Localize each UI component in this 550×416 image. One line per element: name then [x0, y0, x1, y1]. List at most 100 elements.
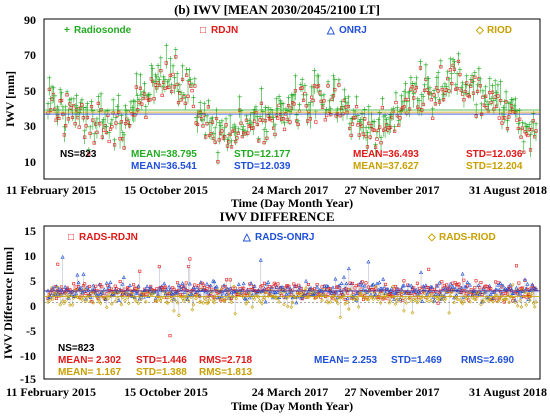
radiosonde-point: +: [287, 107, 293, 115]
rdjn-point: [393, 129, 397, 133]
rdjn-point: [413, 89, 417, 93]
rads-onrj-point: [87, 292, 92, 296]
rads-riod-point: [119, 302, 124, 307]
rdjn-point: [499, 98, 503, 103]
radiosonde-point: +: [423, 61, 429, 69]
rads-onrj-point: [255, 289, 260, 294]
radiosonde-point: +: [188, 76, 194, 84]
bottom-y-axis-label: IWV Difference [mm]: [1, 247, 15, 359]
rdjn-point: [92, 141, 96, 145]
rdjn-point: [85, 115, 90, 120]
rads-onrj-point: [269, 285, 274, 290]
radiosonde-point: +: [178, 89, 184, 97]
rdjn-point: [220, 129, 224, 133]
radiosonde-point: +: [332, 76, 338, 84]
rads-onrj-point: [507, 286, 512, 291]
rdjn-point: [239, 121, 243, 125]
rads-riod-point: [106, 296, 110, 301]
rads-riod-point: [413, 298, 417, 303]
rads-riod-point: [507, 300, 511, 305]
radiosonde-point: +: [507, 99, 513, 107]
rads-riod-point: [229, 300, 234, 305]
radiosonde-point: +: [223, 115, 229, 123]
rads-riod-point: [429, 298, 433, 303]
rads-onrj-point: [365, 289, 370, 294]
radiosonde-point: +: [392, 123, 398, 131]
radiosonde-point: +: [483, 83, 489, 91]
rads-riod-point: [490, 297, 494, 302]
rads-onrj-point: [70, 289, 75, 294]
rads-onrj-point: [465, 280, 470, 285]
bottom-legend: □ RADS-RDJN △ RADS-ONRJ ◇ RADS-RIOD: [68, 232, 496, 243]
rads-riod-point: [124, 290, 129, 295]
radiosonde-point: +: [450, 55, 456, 63]
radiosonde-point: +: [311, 67, 317, 75]
rads-riod-point: [155, 299, 159, 303]
stat-rads-riod-std: STD=1.388: [136, 367, 187, 378]
rads-onrj-point: [419, 270, 424, 275]
radiosonde-point: +: [49, 83, 55, 91]
radiosonde-point: +: [128, 98, 134, 106]
rads-riod-point: [414, 297, 418, 302]
radiosonde-point: +: [152, 71, 158, 79]
rads-onrj-point: [264, 282, 269, 286]
radiosonde-point: +: [314, 72, 320, 80]
radiosonde-point: +: [442, 80, 448, 88]
top-ns-label: NS=823: [60, 149, 97, 160]
rdjn-point: [292, 102, 296, 106]
rdjn-point: [489, 100, 493, 105]
rads-riod-point: [513, 300, 518, 305]
rads-rdjn-point: [149, 284, 153, 288]
radiosonde-point: +: [476, 64, 482, 72]
rads-rdjn-point: [299, 286, 303, 290]
rads-riod-point: [382, 296, 387, 300]
rads-riod-point: [510, 282, 515, 287]
rdjn-point: [293, 89, 297, 93]
rads-riod-point: [272, 293, 277, 298]
legend-onrj: ONRJ: [339, 25, 367, 36]
rdjn-point: [372, 128, 376, 132]
rads-riod-point: [526, 291, 531, 296]
top-x-ticks: 11 February 2015 15 October 2015 24 Marc…: [6, 183, 547, 197]
rdjn-point: [205, 122, 209, 126]
radiosonde-point: +: [50, 84, 56, 92]
rads-riod-point: [166, 301, 170, 305]
rads-riod-point: [326, 300, 330, 305]
radiosonde-point: +: [210, 114, 216, 122]
radiosonde-point: +: [161, 73, 167, 81]
bottom-mean-lines: [44, 290, 540, 297]
rdjn-point: [83, 135, 87, 139]
rads-riod-point: [197, 300, 202, 305]
radiosonde-point: +: [113, 113, 119, 121]
rads-onrj-point: [377, 280, 382, 285]
rads-riod-point: [470, 295, 475, 300]
rads-rdjn-point: [55, 296, 59, 300]
radiosonde-point: +: [457, 65, 463, 73]
rdjn-point: [441, 98, 446, 102]
rads-riod-point: [257, 299, 262, 303]
radiosonde-point: +: [216, 118, 222, 126]
rads-riod-point: [249, 293, 253, 298]
rads-riod-point: [186, 298, 191, 303]
rads-onrj-point: [145, 284, 150, 288]
rdjn-point: [174, 55, 178, 59]
rads-onrj-point: [453, 286, 458, 291]
radiosonde-point: +: [144, 92, 150, 100]
radiosonde-point: +: [394, 103, 400, 111]
rdjn-point: [337, 83, 341, 87]
legend-riod: RIOD: [487, 25, 512, 36]
radiosonde-point: +: [87, 123, 93, 131]
rdjn-point: [447, 89, 451, 93]
radiosonde-point: +: [428, 89, 434, 97]
radiosonde-point: +: [510, 96, 516, 104]
rdjn-point: [134, 85, 138, 89]
rads-onrj-point: [273, 290, 278, 295]
rads-onrj-point: [214, 284, 219, 289]
radiosonde-point: +: [351, 107, 357, 115]
rdjn-point: [354, 105, 359, 109]
rdjn-point: [412, 96, 416, 100]
rads-rdjn-point: [402, 279, 406, 283]
radiosonde-point: +: [129, 104, 135, 112]
radiosonde-point: +: [381, 113, 387, 121]
rdjn-point: [142, 92, 147, 96]
